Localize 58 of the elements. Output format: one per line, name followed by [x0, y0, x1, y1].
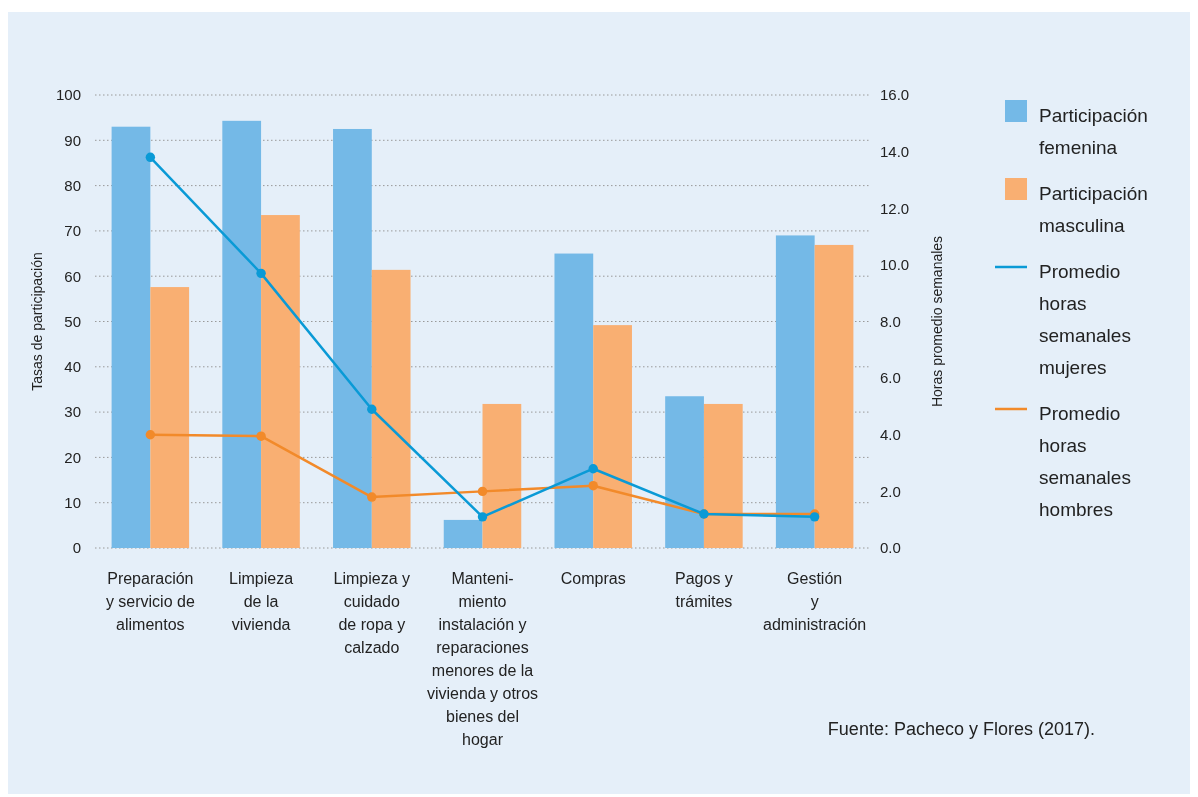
point — [588, 464, 598, 474]
y2-tick-label: 16.0 — [880, 86, 910, 104]
y2-tick-label: 4.0 — [880, 426, 901, 444]
y-tick-label: 30 — [64, 403, 81, 421]
y-tick-label: 10 — [64, 494, 81, 511]
y-tick-label: 80 — [64, 176, 81, 194]
y2-tick-label: 14.0 — [880, 142, 910, 160]
x-tick-label: Gestión y administración — [763, 570, 867, 633]
legend-label: Promedio horas semanales hombres — [1039, 403, 1131, 520]
point — [256, 268, 266, 279]
y-tick-label: 40 — [64, 358, 81, 376]
y-tick-label: 20 — [64, 448, 81, 466]
bar — [333, 128, 372, 548]
bar — [371, 269, 411, 548]
source-note: Fuente: Pacheco y Flores (2017). — [827, 719, 1095, 739]
y-tick-label: 0 — [72, 539, 81, 557]
x-tick-label: Compras — [560, 570, 626, 587]
bar — [814, 244, 854, 548]
y-axis-title: Tasas de participación — [29, 252, 45, 391]
bar — [222, 120, 262, 548]
point — [477, 486, 488, 497]
y-tick-label: 50 — [64, 312, 81, 330]
y-tick-label: 90 — [64, 131, 81, 149]
point — [367, 404, 377, 414]
x-tick-label: Manteni- miento instalación y reparaciones menores de la vivienda y otros bienes del hogar — [426, 570, 539, 748]
bar — [150, 287, 190, 548]
y-tick-label: 60 — [64, 267, 81, 285]
legend-label: Participación femenina — [1039, 105, 1148, 158]
bar — [665, 396, 704, 548]
point — [145, 430, 156, 440]
point — [256, 431, 266, 441]
y2-tick-label: 6.0 — [880, 369, 901, 387]
legend-label: Promedio horas semanales mujeres — [1039, 261, 1131, 378]
y2-tick-label: 8.0 — [880, 312, 901, 330]
y-tick-label: 70 — [64, 222, 81, 240]
bar — [482, 403, 522, 548]
y2-tick-label: 0.0 — [880, 539, 901, 557]
point — [145, 152, 156, 162]
y2-tick-label: 12.0 — [880, 199, 910, 217]
bar — [111, 126, 151, 548]
point — [477, 512, 488, 522]
bar — [261, 215, 300, 548]
x-tick-label: Preparación y servicio de alimentos — [105, 570, 195, 633]
x-tick-label: Limpieza y cuidado de ropa y calzado — [333, 570, 411, 656]
x-tick-label: Pagos y trámites — [675, 570, 733, 610]
y2-axis-title: Horas promedio semanales — [929, 235, 945, 408]
legend-label: Participación masculina — [1039, 183, 1148, 236]
bar — [554, 253, 594, 548]
bar — [443, 519, 483, 548]
bar — [703, 403, 743, 548]
y2-tick-label: 10.0 — [880, 256, 910, 274]
x-tick-label: Limpieza de la vivienda — [229, 570, 294, 633]
bar — [775, 235, 815, 548]
bar — [593, 325, 632, 548]
y-tick-label: 100 — [55, 86, 81, 104]
y2-tick-label: 2.0 — [880, 482, 901, 500]
point — [588, 481, 598, 491]
point — [367, 492, 377, 502]
